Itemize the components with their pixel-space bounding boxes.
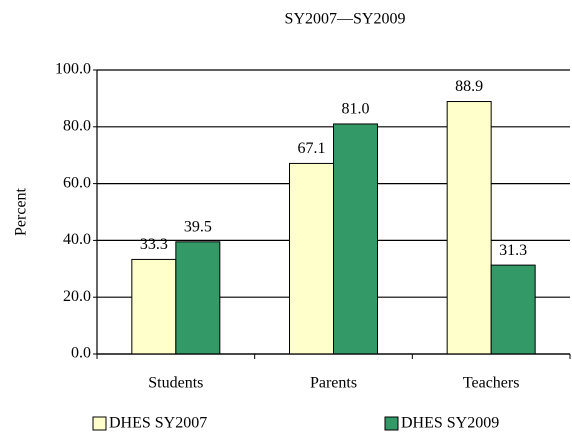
data-label: 81.0 — [342, 101, 370, 118]
y-tick-label: 80.0 — [63, 117, 91, 134]
data-label: 88.9 — [455, 78, 483, 95]
y-tick-label: 40.0 — [63, 231, 91, 248]
data-label: 67.1 — [298, 140, 326, 157]
chart-title: SY2007—SY2009 — [285, 11, 406, 28]
data-label: 31.3 — [499, 242, 527, 259]
legend-swatch — [384, 416, 399, 431]
legend-swatch — [92, 416, 107, 431]
y-tick-label: 0.0 — [71, 345, 91, 362]
x-tick-label: Teachers — [463, 375, 520, 392]
bar — [289, 162, 334, 355]
x-tick-label: Students — [148, 375, 203, 392]
legend-label: DHES SY2009 — [401, 415, 499, 432]
bar — [131, 258, 177, 355]
bar — [333, 123, 378, 355]
data-label: 39.5 — [184, 218, 212, 235]
x-tick-label: Parents — [310, 375, 357, 392]
y-axis-label: Percent — [13, 187, 30, 236]
bar — [446, 101, 492, 355]
data-label: 33.3 — [140, 236, 168, 253]
y-tick-label: 100.0 — [55, 61, 91, 78]
bar — [175, 241, 221, 355]
y-tick-label: 20.0 — [63, 288, 91, 305]
legend-label: DHES SY2007 — [109, 415, 207, 432]
y-tick-label: 60.0 — [63, 174, 91, 191]
bar — [490, 264, 536, 355]
